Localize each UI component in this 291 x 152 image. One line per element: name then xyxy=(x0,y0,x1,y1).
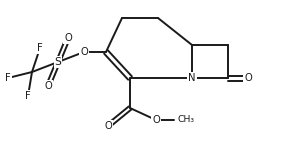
Text: F: F xyxy=(5,73,11,83)
Text: O: O xyxy=(64,33,72,43)
Text: O: O xyxy=(152,115,160,125)
Text: F: F xyxy=(25,91,31,101)
Text: CH₃: CH₃ xyxy=(178,116,195,124)
Text: O: O xyxy=(80,47,88,57)
Text: O: O xyxy=(104,121,112,131)
Text: S: S xyxy=(55,57,61,67)
Text: O: O xyxy=(244,73,252,83)
Text: O: O xyxy=(44,81,52,91)
Text: F: F xyxy=(37,43,43,53)
Text: N: N xyxy=(188,73,196,83)
